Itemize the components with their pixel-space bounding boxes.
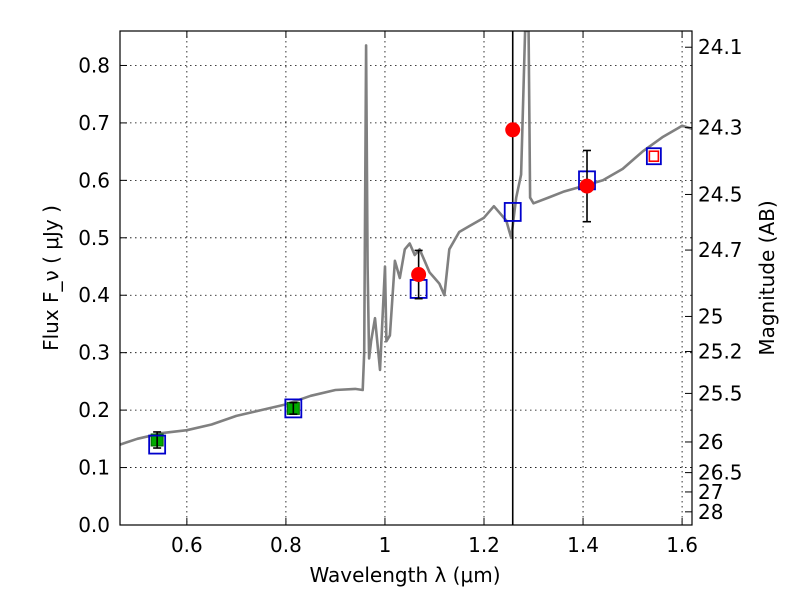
right-axis-tick-label: 24.1 <box>698 35 743 59</box>
right-axis-tick-label: 24.5 <box>698 182 743 206</box>
right-axis-tick-label: 28 <box>698 500 723 524</box>
y-tick-label: 0.1 <box>78 456 110 480</box>
model-box-outer <box>645 147 662 166</box>
right-axis-tick-label: 25 <box>698 304 723 328</box>
plot-frame <box>119 30 693 526</box>
red-model-box <box>648 150 660 163</box>
right-axis-tick-label: 24.3 <box>698 116 743 140</box>
right-axis-tick-label: 25.5 <box>698 381 743 405</box>
x-tick-label: 1.6 <box>666 533 698 557</box>
y-tick-label: 0.4 <box>78 283 110 307</box>
x-tick-label: 0.8 <box>270 533 302 557</box>
observed-point <box>579 178 595 194</box>
model-box <box>148 434 167 455</box>
observed-point <box>411 267 427 283</box>
model-box <box>284 398 303 419</box>
x-tick-label: 1 <box>379 533 392 557</box>
spectrum-line <box>120 31 692 446</box>
observed-point <box>505 122 521 138</box>
data-marks <box>148 122 662 455</box>
y-tick-label: 0.7 <box>78 111 110 135</box>
x-axis-label: Wavelength λ (μm) <box>309 563 500 587</box>
right-axis-label: Magnitude (AB) <box>755 200 779 355</box>
y-axis-label: Flux F_ν ( μJy ) <box>39 205 63 351</box>
right-axis-tick-label: 27 <box>698 480 723 504</box>
spectrum-layer <box>120 31 692 446</box>
model-box <box>503 202 522 222</box>
x-tick-label: 0.6 <box>171 533 203 557</box>
right-axis-tick-label: 24.7 <box>698 238 743 262</box>
y-tick-label: 0.2 <box>78 398 110 422</box>
right-axis-tick-label: 25.2 <box>698 340 743 364</box>
x-tick-label: 1.4 <box>567 533 599 557</box>
y-tick-label: 0.3 <box>78 341 110 365</box>
right-axis-tick-label: 26.5 <box>698 461 743 485</box>
x-tick-label: 1.2 <box>468 533 500 557</box>
y-tick-label: 0.6 <box>78 168 110 192</box>
axis-ticks: 0.6 0.8 1 1.2 1.4 1.6 0.0 0.1 0.2 0.3 0.4 0.5 0.6 0.7… <box>78 31 743 557</box>
y-tick-label: 0.8 <box>78 53 110 77</box>
y-tick-label: 0.5 <box>78 226 110 250</box>
y-tick-label: 0.0 <box>78 513 110 537</box>
right-axis-tick-label: 26 <box>698 430 723 454</box>
grid <box>120 31 692 526</box>
